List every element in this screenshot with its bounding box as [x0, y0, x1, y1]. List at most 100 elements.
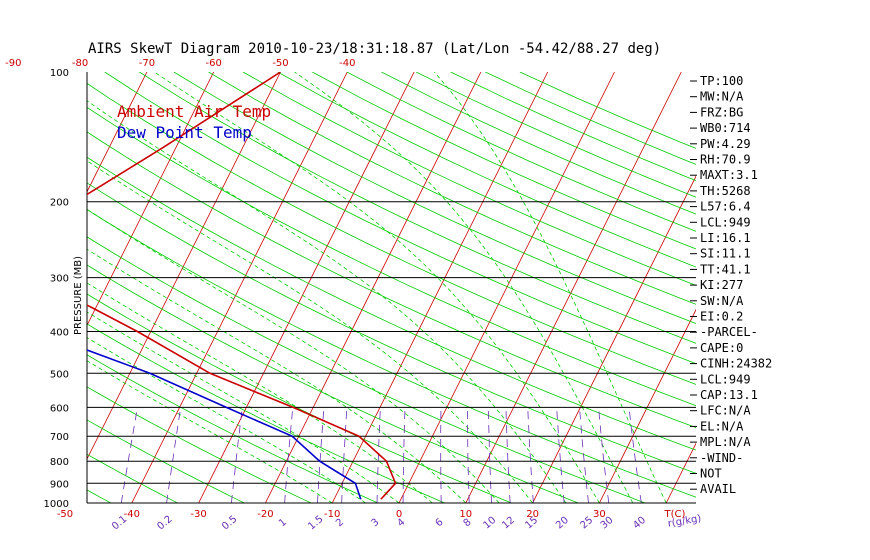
dry-adiabat-line [87, 453, 178, 503]
index-label: LFC:N/A [700, 404, 751, 418]
index-label: -WIND- [700, 451, 743, 465]
moist-adiabat-line [87, 282, 433, 503]
mixing-ratio-line [505, 407, 511, 503]
index-label: AVAIL [700, 482, 736, 496]
isotherm-line [398, 72, 615, 503]
top-temperature-tick-label: -40 [339, 58, 355, 69]
legend-dew-point-temp: Dew Point Temp [117, 123, 252, 142]
isotherm-line [87, 72, 215, 327]
moist-adiabat-line [87, 337, 366, 503]
bottom-temperature-tick-label: 30 [593, 509, 606, 520]
dry-adiabat-line [104, 72, 696, 365]
mixing-ratio-tick-label: 0.2 [155, 514, 174, 533]
dry-adiabat-line [277, 72, 696, 268]
bottom-temperature-tick-label: -10 [324, 509, 340, 520]
bottom-temperature-tick-label: 10 [459, 509, 472, 520]
mixing-ratio-line [556, 407, 565, 503]
moist-adiabat-line [294, 72, 634, 503]
dry-adiabat-line [208, 72, 696, 305]
moist-adiabat-line [87, 248, 467, 503]
isotherm-line [465, 72, 682, 503]
index-label: MW:N/A [700, 90, 744, 104]
plot-background-lines [0, 72, 696, 503]
mixing-ratio-tick-label: 4 [396, 517, 408, 530]
dry-adiabat-line [173, 72, 696, 324]
bottom-temperature-tick-label: -30 [190, 509, 206, 520]
index-label: CINH:24382 [700, 357, 772, 371]
moist-adiabat-line [154, 72, 600, 503]
mixing-ratio-line [284, 407, 294, 503]
y-axis-label: PRESSURE (MB) [73, 256, 84, 335]
mixing-ratio-line [440, 407, 442, 503]
index-label: EL:N/A [700, 419, 744, 433]
isotherm-line [599, 308, 696, 503]
index-label: CAPE:0 [700, 341, 743, 355]
index-label: FRZ:BG [700, 105, 743, 119]
axis-labels: 1002003004005006007008009001000-120-110-… [5, 58, 702, 533]
mixing-ratio-tick-label: 1 [277, 517, 289, 530]
mixing-ratio-tick-label: 3 [370, 517, 382, 530]
top-temperature-tick-label: -60 [206, 58, 222, 69]
dry-adiabat-line [0, 72, 44, 503]
index-label: SW:N/A [700, 294, 744, 308]
top-temperature-tick-label: -50 [272, 58, 288, 69]
index-label: SI:11.1 [700, 247, 751, 261]
mixing-ratio-tick-label: 6 [434, 517, 446, 530]
index-label: LI:16.1 [700, 231, 751, 245]
moist-adiabat-line [87, 311, 400, 503]
dry-adiabat-line [87, 131, 696, 429]
mixing-ratio-line [341, 407, 348, 503]
index-label: RH:70.9 [700, 153, 751, 167]
top-temperature-tick-label: -80 [72, 58, 88, 69]
index-label: LCL:949 [700, 215, 751, 229]
index-label: KI:277 [700, 278, 743, 292]
top-temperature-tick-label: -70 [139, 58, 155, 69]
dry-adiabat-line [87, 209, 696, 498]
mixing-ratio-line [317, 407, 325, 503]
mixing-ratio-tick-label: 20 [554, 515, 571, 532]
dry-adiabat-line [87, 82, 696, 385]
legend-ambient-air-temp: Ambient Air Temp [117, 102, 271, 121]
mixing-ratio-line [527, 407, 534, 503]
mixing-ratio-tick-label: 40 [631, 515, 648, 532]
dry-adiabat-line [519, 72, 696, 149]
dry-adiabat-line [87, 264, 579, 503]
mixing-ratio-line [467, 407, 470, 503]
indices-panel: TP:100MW:N/AFRZ:BGWB0:714PW:4.29RH:70.9M… [690, 74, 772, 496]
index-label: L57:6.4 [700, 200, 751, 214]
dry-adiabat-line [87, 293, 512, 503]
dry-adiabat-line [87, 386, 312, 503]
bottom-temperature-tick-label: -20 [257, 509, 273, 520]
dry-adiabat-line [87, 354, 379, 503]
dry-adiabat-line [87, 106, 696, 407]
pressure-tick-label: 100 [50, 68, 69, 79]
pressure-tick-label: 700 [50, 432, 69, 443]
top-temperature-tick-label: -90 [5, 58, 21, 69]
dry-adiabat-line [346, 72, 696, 232]
isotherm-line [0, 72, 13, 503]
index-label: TH:5268 [700, 184, 751, 198]
mixing-ratio-tick-label: 12 [500, 515, 517, 532]
temperature-unit-label: T(C) [664, 509, 686, 520]
moist-adiabat-line [87, 208, 500, 503]
mixing-ratio-line [231, 407, 243, 503]
bottom-temperature-tick-label: -50 [57, 509, 73, 520]
isotherm-line [131, 72, 348, 503]
bottom-temperature-tick-label: 20 [526, 509, 539, 520]
dry-adiabat-line [87, 236, 646, 503]
pressure-tick-label: 400 [50, 327, 69, 338]
dry-adiabat-line [312, 72, 696, 250]
isotherm-line [198, 72, 415, 503]
moist-adiabat-line [87, 360, 333, 503]
pressure-tick-label: 600 [50, 403, 69, 414]
mixing-ratio-line [488, 407, 492, 503]
index-label: -PARCEL- [700, 325, 758, 339]
bottom-temperature-tick-label: 0 [396, 509, 402, 520]
mixing-ratio-tick-label: 8 [462, 517, 474, 530]
index-label: MAXT:3.1 [700, 168, 758, 182]
dry-adiabat-line [242, 72, 696, 286]
index-label: PW:4.29 [700, 137, 751, 151]
pressure-tick-label: 200 [50, 198, 69, 209]
mixing-ratio-line [628, 407, 642, 503]
